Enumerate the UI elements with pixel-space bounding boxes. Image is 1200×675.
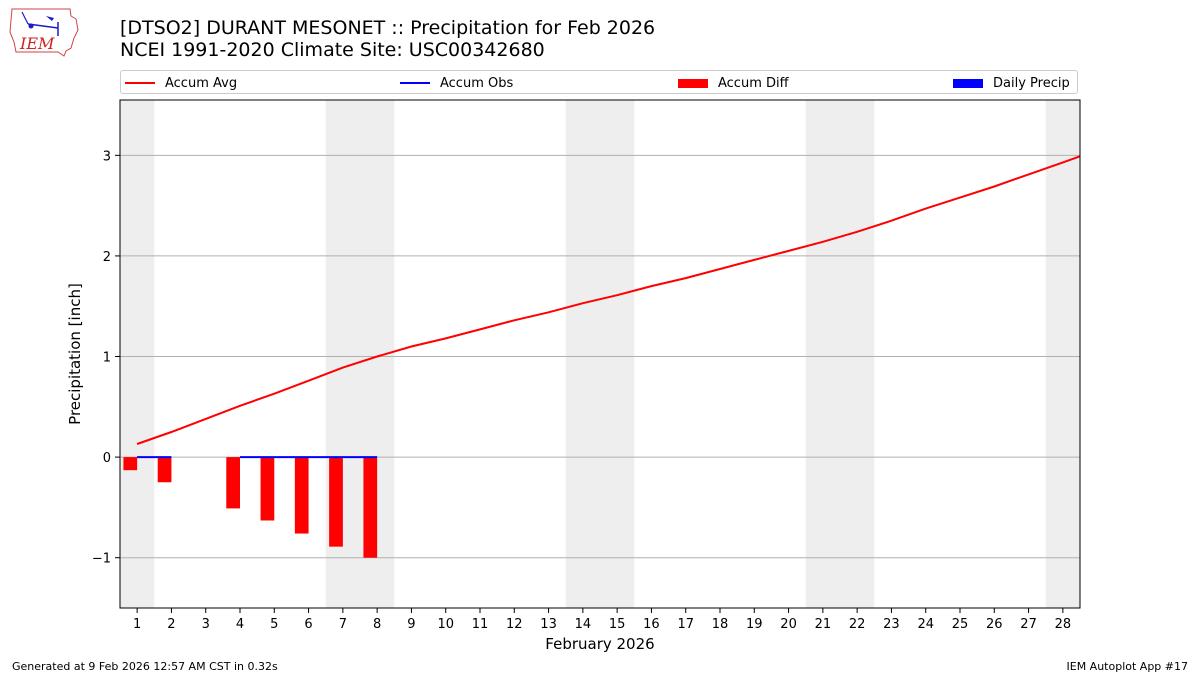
x-tick-label: 13 [540,617,557,632]
x-tick-label: 23 [883,617,900,632]
x-tick-label: 19 [746,617,763,632]
x-tick-label: 17 [677,617,694,632]
plot-frame [119,99,1081,609]
x-tick-label: 24 [917,617,934,632]
x-tick-label: 9 [407,617,415,632]
iem-logo: IEM [9,8,79,57]
legend-label: Accum Avg [165,75,238,91]
weekend-band [805,100,875,608]
x-tick-label: 14 [575,617,592,632]
x-tick-label: 4 [236,617,244,632]
x-tick-label: 2 [167,617,175,632]
footer-generated: Generated at 9 Feb 2026 12:57 AM CST in … [12,660,278,673]
logo-text: IEM [19,34,55,53]
legend-swatch [125,82,155,84]
x-tick-label: 27 [1020,617,1037,632]
x-axis-label: February 2026 [545,635,654,653]
x-tick-label: 18 [712,617,729,632]
weekend-band [565,100,635,608]
diff-bar [329,457,343,547]
y-tick-label: −1 [92,552,111,567]
diff-bar [123,457,138,471]
weekend-band [120,100,155,608]
legend-swatch [400,82,430,84]
x-tick-label: 26 [986,617,1003,632]
x-tick-label: 6 [304,617,312,632]
weekend-band [1045,100,1080,608]
y-axis-label: Precipitation [inch] [66,283,84,425]
legend-accum-avg: Accum Avg [125,74,237,92]
legend-swatch [953,78,983,88]
x-tick-label: 15 [609,617,626,632]
x-tick-label: 8 [373,617,381,632]
chart-subtitle: NCEI 1991-2020 Climate Site: USC00342680 [120,39,545,61]
legend-accum-obs: Accum Obs [400,74,513,92]
x-tick-label: 11 [472,617,489,632]
diff-bar [363,457,378,558]
legend-swatch [678,78,708,88]
x-tick-label: 12 [506,617,523,632]
y-tick-label: 1 [103,351,111,366]
accum-avg-line [136,155,1081,445]
x-tick-label: 7 [339,617,347,632]
chart-title: [DTSO2] DURANT MESONET :: Precipitation … [120,17,656,39]
x-tick-label: 21 [815,617,832,632]
y-tick-label: 2 [103,250,111,265]
diff-bar [260,457,275,521]
diff-bar [294,457,309,534]
footer-app: IEM Autoplot App #17 [1066,660,1189,673]
legend-label: Accum Diff [718,75,789,91]
x-tick-label: 20 [780,617,797,632]
legend: Accum Avg Accum Obs Accum Diff Daily Pre… [120,70,1078,94]
x-tick-label: 22 [849,617,866,632]
x-tick-label: 28 [1055,617,1072,632]
diff-bar [226,457,240,509]
x-tick-label: 16 [643,617,660,632]
x-tick-label: 10 [437,617,454,632]
legend-label: Accum Obs [440,75,514,91]
series-lines [136,155,1081,459]
weekend-shading [120,100,1080,608]
x-tick-label: 3 [202,617,210,632]
legend-label: Daily Precip [993,75,1070,91]
x-tick-label: 5 [270,617,278,632]
legend-daily-precip: Daily Precip [953,74,1070,92]
diff-bar [157,457,172,483]
x-tick-label: 1 [133,617,141,632]
y-axis-ticks: −1 0 1 2 3 [92,149,120,567]
legend-accum-diff: Accum Diff [678,74,789,92]
diff-bars [123,457,378,558]
y-tick-label: 0 [103,451,111,466]
x-tick-label: 25 [952,617,969,632]
x-axis-ticks: 1 2 3 4 5 6 7 8 9 10 11 12 13 14 15 16 17 18 19 20 21 22 23 24 2… [133,608,1071,632]
y-tick-label: 3 [103,149,111,164]
